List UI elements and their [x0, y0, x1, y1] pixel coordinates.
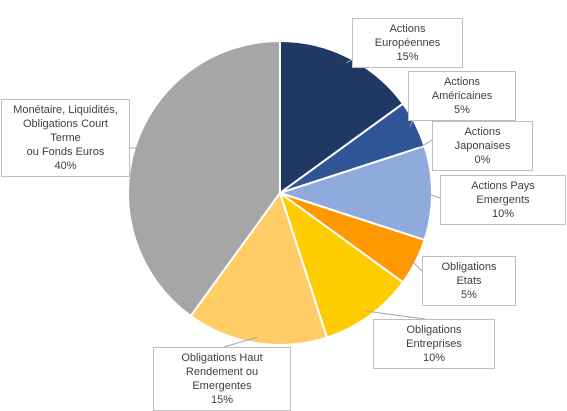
callout-label: Obligations Haut Rendement ou Emergentes	[181, 352, 263, 392]
pie-slice	[279, 39, 405, 195]
leader-line	[425, 192, 441, 199]
callout-value: 0%	[474, 154, 491, 166]
callout-obligations-entreprises: Obligations Entreprises 10%	[373, 319, 495, 369]
callout-actions-europeennes: Actions Européennes 15%	[352, 18, 463, 68]
callout-value: 10%	[491, 208, 515, 220]
callout-label: Actions Européennes	[374, 23, 441, 49]
callout-label: Obligations Entreprises	[406, 324, 462, 350]
callout-value: 40%	[54, 160, 77, 172]
callout-value: 15%	[210, 394, 234, 406]
leader-line	[409, 258, 423, 272]
callout-monetaire: Monétaire, Liquidités, Obligations Court…	[1, 99, 130, 177]
callout-value: 5%	[461, 289, 477, 301]
callout-label: Actions Pays Emergents	[471, 180, 535, 206]
pie-slice	[276, 144, 434, 242]
pie-slice	[189, 190, 329, 346]
callout-actions-americaines: Actions Américaines 5%	[408, 71, 516, 121]
callout-label: Actions Américaines	[431, 76, 493, 102]
callout-label: Monétaire, Liquidités, Obligations Court…	[13, 104, 118, 158]
leader-line	[418, 139, 433, 149]
callout-value: 15%	[396, 51, 419, 63]
callout-value: 10%	[422, 352, 446, 364]
callout-label: Actions Japonaises	[454, 126, 511, 152]
pie-slices	[127, 39, 434, 346]
callout-actions-japonaises: Actions Japonaises 0%	[432, 121, 533, 171]
leader-line	[365, 310, 426, 320]
callout-obligations-haut-rendement: Obligations Haut Rendement ou Emergentes…	[153, 347, 291, 411]
pie-slice	[127, 39, 281, 318]
callout-obligations-etats: Obligations Etats 5%	[422, 256, 516, 306]
pie-slice	[278, 190, 405, 339]
leader-line	[223, 336, 258, 348]
callout-actions-pays-emergents: Actions Pays Emergents 10%	[440, 175, 566, 225]
callout-value: 5%	[454, 104, 470, 116]
callout-label: Obligations Etats	[441, 261, 497, 287]
